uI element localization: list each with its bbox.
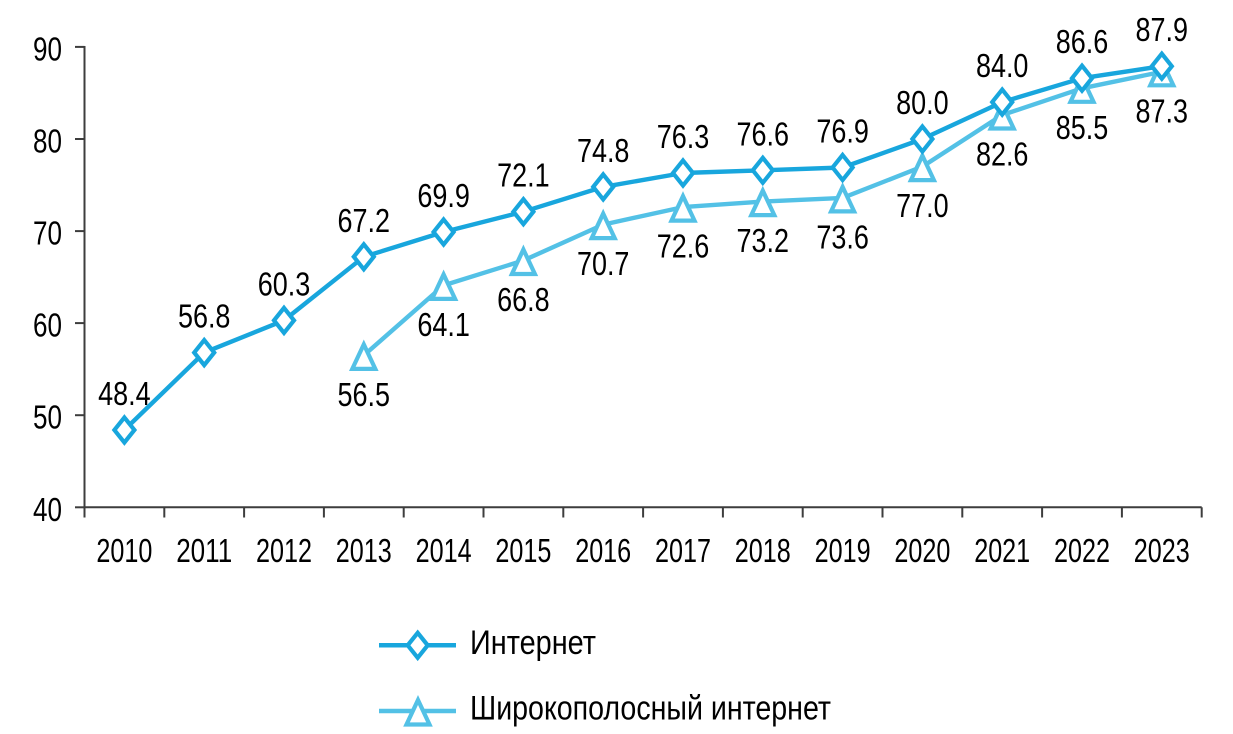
svg-text:76.6: 76.6 (737, 115, 790, 152)
svg-text:Интернет: Интернет (470, 624, 596, 662)
svg-text:64.1: 64.1 (417, 306, 470, 343)
svg-text:70.7: 70.7 (577, 245, 630, 282)
svg-text:50: 50 (33, 399, 62, 436)
svg-text:48.4: 48.4 (98, 375, 151, 412)
svg-text:85.5: 85.5 (1056, 109, 1109, 146)
svg-text:2011: 2011 (176, 532, 232, 569)
svg-text:76.3: 76.3 (657, 118, 710, 155)
svg-text:80.0: 80.0 (896, 84, 949, 121)
svg-text:2018: 2018 (735, 532, 791, 569)
svg-text:80: 80 (33, 123, 62, 160)
svg-text:82.6: 82.6 (976, 136, 1029, 173)
svg-text:2017: 2017 (655, 532, 711, 569)
svg-text:2014: 2014 (416, 532, 472, 569)
svg-text:56.8: 56.8 (178, 298, 231, 335)
svg-text:2015: 2015 (495, 532, 551, 569)
svg-text:Широкополосный интернет: Широкополосный интернет (470, 690, 831, 728)
svg-text:69.9: 69.9 (417, 177, 470, 214)
svg-text:77.0: 77.0 (896, 187, 949, 224)
svg-text:66.8: 66.8 (497, 281, 550, 318)
svg-text:2012: 2012 (256, 532, 312, 569)
svg-text:2016: 2016 (575, 532, 631, 569)
svg-text:73.6: 73.6 (816, 218, 869, 255)
svg-text:87.3: 87.3 (1136, 92, 1189, 129)
svg-text:60.3: 60.3 (258, 265, 311, 302)
svg-text:73.2: 73.2 (737, 222, 790, 259)
svg-text:2013: 2013 (336, 532, 392, 569)
svg-text:40: 40 (33, 491, 62, 528)
svg-text:72.1: 72.1 (497, 157, 550, 194)
svg-text:2022: 2022 (1054, 532, 1110, 569)
svg-text:56.5: 56.5 (338, 376, 391, 413)
svg-text:2021: 2021 (974, 532, 1030, 569)
svg-text:76.9: 76.9 (816, 113, 869, 150)
svg-text:60: 60 (33, 307, 62, 344)
svg-text:2010: 2010 (96, 532, 152, 569)
svg-text:70: 70 (33, 215, 62, 252)
svg-text:2020: 2020 (894, 532, 950, 569)
svg-text:2019: 2019 (815, 532, 871, 569)
svg-text:86.6: 86.6 (1056, 23, 1109, 60)
svg-text:72.6: 72.6 (657, 228, 710, 265)
svg-text:87.9: 87.9 (1136, 11, 1189, 48)
svg-text:90: 90 (33, 30, 62, 67)
svg-text:67.2: 67.2 (338, 202, 391, 239)
svg-text:2023: 2023 (1134, 532, 1190, 569)
svg-text:84.0: 84.0 (976, 47, 1029, 84)
svg-text:74.8: 74.8 (577, 132, 630, 169)
